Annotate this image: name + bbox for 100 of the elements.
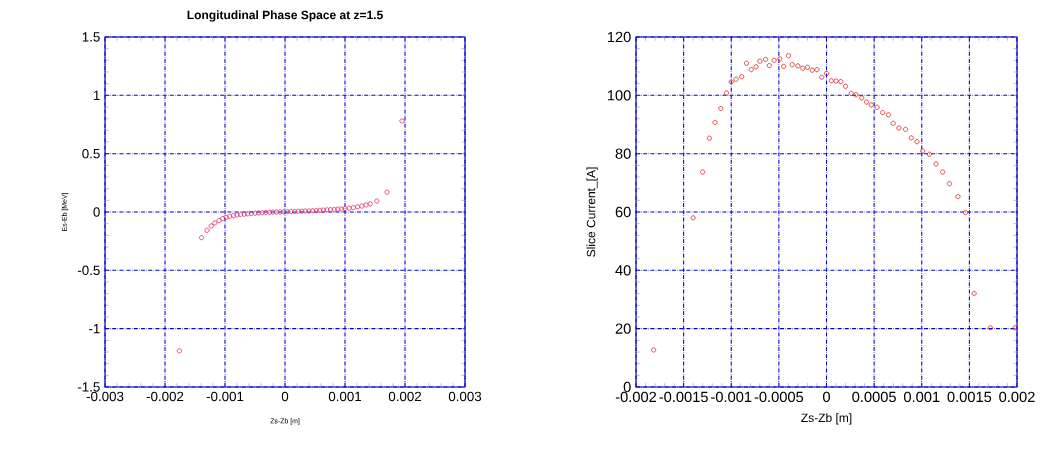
point [828,78,834,84]
point [331,206,337,212]
y-tick-label: 20 [615,323,631,334]
point [266,209,272,215]
point [252,210,258,216]
point [367,201,373,207]
point [743,60,750,66]
point [399,118,405,124]
point [320,207,326,213]
point [346,205,352,211]
point [651,347,657,353]
point [690,215,696,221]
point [234,212,240,218]
point [208,223,214,229]
point [706,135,712,141]
point [880,110,886,116]
point [216,218,222,224]
point [270,209,276,215]
point [809,67,815,73]
point [795,63,801,69]
y-tick-label: 80 [615,148,631,159]
point [355,204,361,210]
y-tick-label: 0 [93,207,100,217]
point [838,79,844,85]
point [176,348,182,354]
point [700,169,706,175]
point [220,216,226,222]
point [350,205,356,211]
point [819,74,825,80]
y-tick-label: -0.5 [77,265,100,276]
point [963,210,969,216]
point [256,210,262,216]
point [789,62,795,68]
point [753,64,759,70]
point [848,90,854,96]
point [868,102,874,108]
point [781,63,787,69]
x-axis-title: Zs-Zb [m] [801,413,852,425]
point [238,212,244,218]
point [718,105,724,111]
point [903,126,909,132]
point [777,56,783,62]
point [324,207,330,213]
point [739,74,745,80]
point [940,169,946,175]
point [920,148,926,154]
point [317,207,323,213]
point [926,151,932,157]
point [804,64,810,70]
y-tick-label: -1.5 [77,382,100,392]
point [212,220,218,226]
point [306,208,312,214]
x-tick-label: 0.003 [448,391,482,402]
y-tick-label: 40 [615,265,631,276]
point [335,206,341,212]
x-tick-label: 0.002 [388,391,422,402]
point [955,194,961,200]
point [723,90,730,96]
y-axis-title: Slice Current_[A] [586,167,598,257]
point [227,213,233,219]
point [292,208,298,214]
y-tick-label: -1 [89,324,100,334]
point [946,181,952,187]
point [748,67,754,73]
point [241,211,247,217]
point [199,235,205,241]
point [823,70,830,76]
x-tick-label: -0.0005 [754,391,804,403]
point [885,112,891,118]
point [874,104,880,110]
point [800,65,806,71]
point [299,208,305,214]
x-tick-label: 0.001 [903,391,940,403]
chart-title: Longitudinal Phase Space at z=1.5 [187,10,383,22]
x-tick-label: 0.0005 [852,391,896,403]
y-tick-label: 120 [607,31,631,43]
x-tick-label: -0.001 [711,391,752,403]
point [728,79,734,85]
point [374,198,380,204]
y-tick-label: 1 [93,90,100,100]
point [259,210,265,216]
point [204,227,210,233]
point [263,209,269,215]
point [908,135,914,141]
point [230,213,236,219]
point [853,92,859,98]
point [342,206,348,212]
point [757,58,763,64]
point [274,209,280,215]
point [1012,325,1018,331]
point [896,125,902,131]
y-tick-label: 60 [615,206,631,218]
y-tick-label: 0 [623,381,631,393]
point [313,208,319,214]
point [914,139,920,145]
point [712,119,718,125]
point [223,214,229,220]
y-tick-label: 0.5 [82,148,100,159]
point [281,209,287,215]
x-tick-label: -0.002 [615,391,657,403]
